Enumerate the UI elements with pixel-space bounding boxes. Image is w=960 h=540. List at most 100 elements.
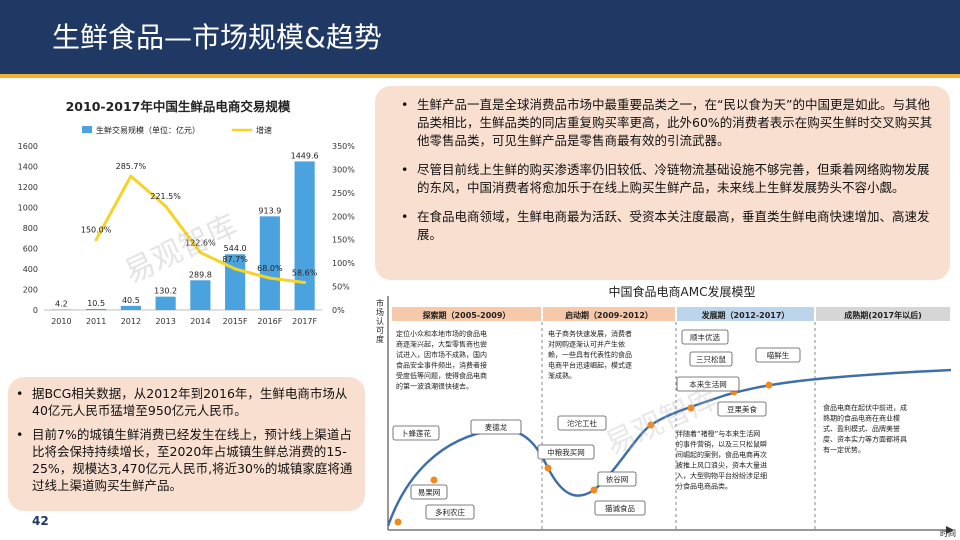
- company-name: 卜蜂莲花: [401, 428, 431, 438]
- phase-description: 入，大型购物平台纷纷涉足细: [676, 471, 767, 480]
- growth-point: [164, 204, 168, 208]
- right-axis-tick-label: 350%: [332, 142, 355, 151]
- right-axis-tick-label: 250%: [332, 189, 355, 198]
- insight-bullet: 尽管目前线上生鲜的购买渗透率仍旧较低、冷链物流基础设施不够完善，但乘着网络购物发…: [399, 161, 936, 197]
- growth-point: [268, 276, 272, 280]
- growth-point: [198, 251, 202, 255]
- left-axis-tick-label: 1000: [18, 204, 38, 213]
- company-tag: [594, 500, 646, 516]
- phase-description: 对网购逐渐认可并产生依: [548, 340, 625, 349]
- phase-description: 间崛起的案例，食品电商再次: [676, 450, 767, 459]
- x-axis-tick-label: 2010: [51, 317, 71, 326]
- market-insight-list: 生鲜产品一直是全球消费品市场中最重要品类之一，在“民以食为天”的中国更是如此。与…: [399, 96, 936, 244]
- phase-description: 食品电商在起伏中前进，成: [823, 403, 907, 412]
- bar-data-label: 544.0: [224, 244, 247, 253]
- sales-chart: 2010-2017年中国生鲜品电商交易规模 生鲜交易规模（单位：亿元） 增速 0…: [0, 88, 372, 353]
- amc-title: 中国食品电商AMC发展模型: [609, 284, 756, 299]
- phase-description: 试进入，因市场不成熟，国内: [396, 350, 487, 359]
- phase-description: 伴随着“褚橙”与本来生活网: [676, 429, 760, 438]
- phase-description: 度、资本实力等方面都将具: [823, 435, 907, 444]
- bar-data-label: 10.5: [87, 299, 105, 308]
- left-axis-tick-label: 600: [23, 245, 38, 254]
- right-axis-tick-label: 0%: [332, 306, 345, 315]
- growth-point: [129, 174, 133, 178]
- phase-description: 有一定优势。: [823, 445, 865, 454]
- company-name: 麦德龙: [485, 422, 508, 432]
- company-name: 易果网: [418, 488, 441, 497]
- growth-data-label: 58.6%: [292, 269, 318, 278]
- company-tag: [557, 415, 607, 431]
- growth-data-label: 122.6%: [185, 239, 216, 248]
- bar-data-label: 40.5: [122, 296, 140, 305]
- amc-milestone-dot: [544, 464, 552, 472]
- company-name: 喵鲜生: [767, 350, 790, 360]
- growth-point: [233, 267, 237, 271]
- company-name: 多利农庄: [435, 507, 465, 517]
- x-axis-tick-label: 2014: [190, 317, 210, 326]
- growth-data-label: 285.7%: [116, 162, 147, 171]
- x-axis-tick-label: 2016F: [257, 317, 282, 326]
- left-axis-tick-label: 400: [23, 265, 38, 274]
- bar: [294, 161, 315, 310]
- company-tag: [689, 351, 733, 367]
- company-name: 三只松鼠: [696, 354, 726, 364]
- phase-description: 电子商务快速发展，消费者: [548, 329, 632, 338]
- x-axis-tick-label: 2015F: [223, 317, 248, 326]
- page-number: 42: [32, 514, 49, 528]
- company-tag: [410, 484, 448, 500]
- left-axis-tick-label: 800: [23, 224, 38, 233]
- bar: [86, 308, 107, 310]
- phase-header: [543, 307, 675, 321]
- phase-description: 的第一波浪潮很快褪去。: [396, 382, 473, 391]
- phase-description: 渐成熟。: [548, 371, 576, 380]
- amc-milestone-dot: [765, 381, 773, 389]
- company-name: 猫诚食品: [605, 503, 635, 513]
- title-accent-line: [0, 74, 960, 78]
- legend-bar-swatch: [82, 126, 92, 133]
- growth-data-label: 87.7%: [222, 255, 248, 264]
- left-axis-tick-label: 0: [33, 306, 38, 315]
- phase-description: 式、盈利模式、品牌美誉: [823, 424, 900, 433]
- company-tag: [681, 329, 729, 345]
- company-name: 沱沱工社: [567, 418, 597, 428]
- amc-milestone-dot: [394, 518, 402, 526]
- company-tag: [425, 504, 475, 520]
- phase-name: 成熟期(2017年以后): [844, 310, 922, 320]
- bar-data-label: 1449.6: [291, 151, 319, 160]
- right-axis-tick-label: 300%: [332, 165, 355, 174]
- phase-description: 被推上风口浪尖，资本大量进: [676, 461, 767, 470]
- left-axis-tick-label: 200: [23, 286, 38, 295]
- phase-description: 受度低等问题，使得食品电商: [396, 371, 487, 380]
- bar: [155, 296, 176, 310]
- growth-data-label: 68.0%: [257, 264, 283, 273]
- x-axis-tick-label: 2012: [121, 317, 141, 326]
- bar: [190, 280, 211, 310]
- phase-description: 食品安全事件频出，消费者接: [396, 361, 487, 370]
- phase-description: 熟期的食品电商在商业模: [823, 414, 900, 423]
- title-bar: 生鲜食品—市场规模&趋势: [0, 0, 960, 74]
- bcg-data-box: 据BCG相关数据，从2012年到2016年，生鲜电商市场从40亿元人民币猛增至9…: [8, 377, 365, 511]
- legend-bar-label: 生鲜交易规模（单位：亿元）: [96, 125, 200, 135]
- company-tag: [717, 401, 767, 417]
- phase-description: 赖，一些具有代表性的食品: [548, 350, 632, 359]
- x-axis-tick-label: 2017F: [292, 317, 317, 326]
- phase-header: [392, 307, 541, 321]
- x-axis-tick-label: 2011: [86, 317, 106, 326]
- data-bullet: 据BCG相关数据，从2012年到2016年，生鲜电商市场从40亿元人民币猛增至9…: [14, 385, 355, 419]
- page-title: 生鲜食品—市场规模&趋势: [52, 21, 382, 54]
- right-axis-tick-label: 100%: [332, 259, 355, 268]
- amc-y-label: 市场认可度: [376, 298, 384, 344]
- bar: [259, 216, 280, 310]
- growth-data-label: 221.5%: [150, 192, 181, 201]
- company-name: 豆果美食: [727, 404, 757, 414]
- company-tag: [470, 419, 522, 435]
- amc-milestone-dot: [430, 476, 438, 484]
- company-name: 本来生活网: [689, 379, 727, 389]
- market-insight-box: 生鲜产品一直是全球消费品市场中最重要品类之一，在“民以食为天”的中国更是如此。与…: [375, 86, 950, 280]
- phase-description: 分食品电商品类。: [676, 482, 732, 491]
- bcg-data-list: 据BCG相关数据，从2012年到2016年，生鲜电商市场从40亿元人民币猛增至9…: [14, 385, 355, 494]
- company-name: 顺丰优选: [690, 332, 720, 342]
- company-tag: [537, 444, 595, 460]
- right-axis-tick-label: 200%: [332, 212, 355, 221]
- data-bullet: 目前7%的城镇生鲜消费已经发生在线上，预计线上渠道占比将会保持持续增长，至202…: [14, 426, 355, 494]
